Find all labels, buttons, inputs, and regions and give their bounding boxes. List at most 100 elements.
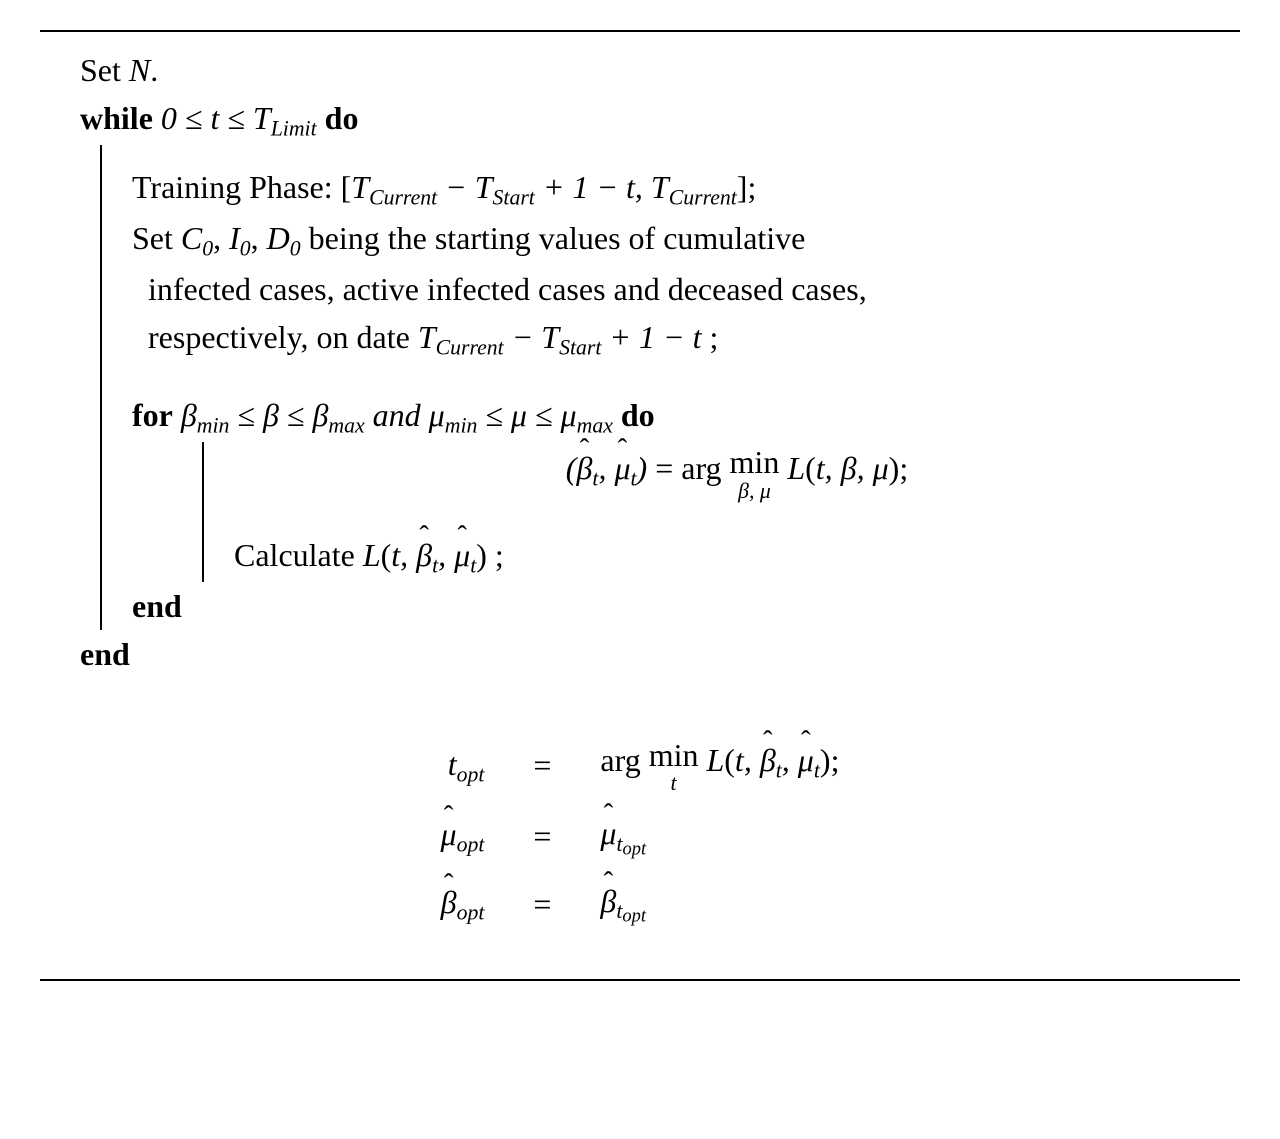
i: I <box>229 220 240 256</box>
beta-hat2: β <box>416 531 432 579</box>
end-while: end <box>40 630 1240 678</box>
mu-topt-opt: opt <box>623 838 647 858</box>
tstart: T <box>475 169 493 205</box>
set-n-line: Set N. <box>40 46 1240 94</box>
lp: ( <box>566 450 577 486</box>
set-b: being the starting values of cumulative <box>301 220 806 256</box>
cond-le: ≤ <box>219 100 253 136</box>
lp4: ( <box>724 742 735 778</box>
training-phase-line: Training Phase: [TCurrent − TStart + 1 −… <box>132 163 1240 214</box>
comma1: , <box>635 169 651 205</box>
plus1mt: + 1 − <box>535 169 626 205</box>
under-t: t <box>649 772 699 795</box>
bmax: max <box>328 413 364 437</box>
topt-sub: opt <box>457 762 485 786</box>
rp2: ) <box>889 450 900 486</box>
mu1: μ <box>429 397 445 433</box>
beta-arg: β <box>841 450 857 486</box>
beta-hat3: β <box>760 736 776 784</box>
tstart2: T <box>541 319 559 355</box>
rule-top <box>40 30 1240 32</box>
while-vbar <box>100 145 102 630</box>
rp4: ) <box>820 742 831 778</box>
c-eq2: , <box>857 450 873 486</box>
argmin-op2: mint <box>649 739 699 795</box>
while-body: Training Phase: [TCurrent − TStart + 1 −… <box>80 145 1240 630</box>
mu-hat-topt: μ <box>600 809 616 857</box>
algorithm-block: Set N. while 0 ≤ t ≤ TLimit do Training … <box>0 0 1280 1031</box>
and: and <box>373 397 421 433</box>
arg: arg <box>681 450 729 486</box>
d-sub: 0 <box>290 237 301 261</box>
beta-topt-opt: opt <box>622 906 646 926</box>
calc-text: Calculate <box>234 537 363 573</box>
beta-hat1: β <box>576 444 592 492</box>
beta-hat-opt: β <box>441 878 457 926</box>
d: D <box>267 220 290 256</box>
muopt-sub: opt <box>457 833 485 857</box>
train-label: Training Phase: [ <box>132 169 351 205</box>
under-beta: β <box>738 479 749 503</box>
L3: L <box>706 742 724 778</box>
t-arg3: t <box>735 742 744 778</box>
c-sub: 0 <box>202 237 213 261</box>
rbracket: ]; <box>737 169 757 205</box>
set-initials-line1: Set C0, I0, D0 being the starting values… <box>132 214 1240 265</box>
rp3: ) <box>476 537 487 573</box>
var-n: N <box>129 52 150 88</box>
set-initials-line2: infected cases, active infected cases an… <box>132 265 1240 313</box>
L2: L <box>363 537 381 573</box>
minus2: − <box>504 319 542 355</box>
tcur-sub: Current <box>369 186 437 210</box>
min2: min <box>649 737 699 773</box>
tcur2-sub: Current <box>669 186 737 210</box>
mu2: μ <box>511 397 527 433</box>
cond-T: T <box>253 100 271 136</box>
tcur: T <box>351 169 369 205</box>
result-equations: topt = arg mint L(t, βt, μt); μopt = μto… <box>421 728 860 939</box>
cond-Tsub: Limit <box>271 117 317 141</box>
dot: . <box>150 52 158 88</box>
eq-muopt: μopt = μtopt <box>423 803 858 869</box>
for-line: for βmin ≤ β ≤ βmax and μmin ≤ μ ≤ μmax … <box>132 391 1240 442</box>
mu-hat2: μ <box>454 531 470 579</box>
set-a: Set <box>132 220 181 256</box>
rp: ) <box>637 450 648 486</box>
mu-hat3: μ <box>798 736 814 784</box>
mu-hat-opt: μ <box>441 810 457 858</box>
le2: ≤ <box>279 397 313 433</box>
cond-t: t <box>210 100 219 136</box>
for-body: (βt, μt) = arg minβ, μ L(t, β, μ); Calcu… <box>132 442 1240 582</box>
tstart2-sub: Start <box>559 336 601 360</box>
do-kw: do <box>325 100 359 136</box>
t-arg: t <box>816 450 825 486</box>
c-eq: , <box>825 450 841 486</box>
c: C <box>181 220 202 256</box>
mu-hat1: μ <box>614 444 630 492</box>
beta2: β <box>263 397 279 433</box>
betaopt-sub: opt <box>457 901 485 925</box>
c6: , <box>782 742 798 778</box>
L1: L <box>787 450 805 486</box>
mu-arg: μ <box>873 450 889 486</box>
plus1mt2: + 1 − <box>601 319 692 355</box>
semi2: ; <box>831 742 840 778</box>
c-eq3: , <box>400 537 416 573</box>
end-kw2: end <box>80 636 130 672</box>
while-kw: while <box>80 100 153 136</box>
le3: ≤ <box>477 397 511 433</box>
comma-eq1: , <box>598 450 614 486</box>
for-body-content: (βt, μt) = arg minβ, μ L(t, β, μ); Calcu… <box>234 442 1240 582</box>
comma3: , <box>251 220 267 256</box>
under-mu: μ <box>760 479 771 503</box>
for-vbar <box>202 442 204 582</box>
tstart-sub: Start <box>493 186 535 210</box>
i-sub: 0 <box>240 237 251 261</box>
for-kw: for <box>132 397 173 433</box>
while-body-content: Training Phase: [TCurrent − TStart + 1 −… <box>132 145 1240 630</box>
le4: ≤ <box>527 397 561 433</box>
rule-bottom <box>40 979 1240 981</box>
topt: t <box>448 746 457 782</box>
c-eq4: , <box>438 537 454 573</box>
t-arg2: t <box>391 537 400 573</box>
